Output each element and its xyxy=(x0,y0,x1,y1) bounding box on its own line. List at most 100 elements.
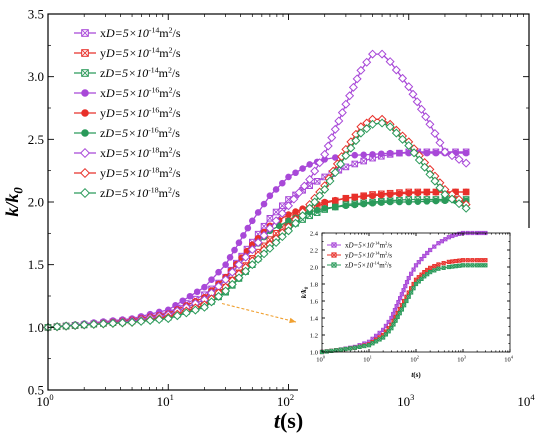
data-point-cross xyxy=(391,312,396,316)
x-tick-label: 101 xyxy=(157,392,174,409)
inset-chart: 100 101 102 103 104 1.0 1.2 1.4 1.6 1.8 2.0 2.2 2.4 t… xyxy=(300,230,514,379)
data-point-cross xyxy=(331,242,337,248)
data-point xyxy=(235,239,243,247)
inset-y-tick-label: 1.6 xyxy=(310,298,319,305)
data-point xyxy=(428,270,433,275)
data-point-cross xyxy=(272,208,280,216)
inset-y-tick-label: 2.4 xyxy=(310,230,319,237)
data-point-cross xyxy=(360,157,367,165)
data-point xyxy=(405,189,413,197)
data-point xyxy=(385,57,395,67)
data-point xyxy=(430,176,440,186)
data-point xyxy=(227,279,237,289)
data-point xyxy=(331,203,339,211)
data-point-cross xyxy=(446,235,451,240)
data-point xyxy=(401,288,406,293)
data-point xyxy=(377,49,387,59)
legend: xD=5×10-14m2/s yD=5×10-14m2/s zD=5×10-14m2… xyxy=(74,25,181,200)
data-point xyxy=(440,147,450,157)
data-point xyxy=(277,232,287,242)
data-point xyxy=(81,109,89,117)
data-point xyxy=(416,260,421,265)
data-point xyxy=(193,288,201,296)
data-point xyxy=(460,258,466,263)
data-point-cross xyxy=(351,160,358,168)
data-point xyxy=(163,314,173,324)
data-point xyxy=(405,198,413,206)
data-point xyxy=(299,165,306,172)
data-point xyxy=(362,343,367,349)
data-point-cross xyxy=(475,263,480,268)
inset-x-tick-label: 103 xyxy=(457,355,466,364)
data-point xyxy=(450,259,455,264)
inset-y-tick-label: 1.4 xyxy=(310,315,319,322)
data-point xyxy=(447,151,457,161)
data-point xyxy=(441,261,446,266)
y-tick-label: 0.5 xyxy=(28,383,44,398)
data-point xyxy=(461,158,471,168)
data-point xyxy=(315,191,325,201)
inset-series xyxy=(319,263,488,355)
data-point xyxy=(391,128,401,138)
data-point xyxy=(409,290,414,295)
data-point-cross xyxy=(411,267,416,272)
y-tick-label: 1.5 xyxy=(28,257,44,272)
data-point xyxy=(330,168,340,178)
data-point xyxy=(399,307,404,312)
data-point xyxy=(331,262,337,268)
data-point xyxy=(240,232,247,239)
data-point xyxy=(450,264,455,269)
data-point-cross xyxy=(394,304,399,309)
inset-y-tick-label: 2.0 xyxy=(310,264,318,271)
inset-y-tick-label: 2.2 xyxy=(310,247,318,254)
y-tick-label: 2.0 xyxy=(28,195,44,210)
data-point-cross xyxy=(279,223,286,231)
data-point xyxy=(395,314,400,320)
data-point xyxy=(368,119,378,129)
data-point-cross xyxy=(406,294,411,299)
data-point-cross xyxy=(377,337,382,342)
y-axis-label: k/k0 xyxy=(2,187,26,217)
data-point xyxy=(226,254,234,261)
data-point xyxy=(199,302,209,312)
data-point-cross xyxy=(465,258,470,263)
callout-arrow xyxy=(221,302,297,324)
data-point xyxy=(443,237,448,242)
data-point-cross xyxy=(324,349,329,354)
data-point xyxy=(360,200,367,208)
data-point xyxy=(362,124,372,134)
data-point-cross xyxy=(470,258,475,263)
data-point xyxy=(145,315,155,325)
legend-label: yD=5×10-18m2/s xyxy=(100,165,181,180)
data-point xyxy=(403,284,408,289)
data-point-cross xyxy=(457,258,462,263)
data-point xyxy=(292,169,299,177)
data-point xyxy=(377,118,387,128)
data-point xyxy=(423,149,431,157)
data-point xyxy=(399,292,404,297)
data-point-cross xyxy=(393,318,398,323)
data-point xyxy=(432,149,440,157)
data-point-cross xyxy=(81,29,89,37)
inset-x-tick-label: 100 xyxy=(316,355,325,364)
data-point xyxy=(435,183,445,193)
data-point xyxy=(336,159,346,169)
data-point xyxy=(259,230,269,240)
data-point xyxy=(391,322,396,327)
data-point xyxy=(285,211,292,218)
inset-legend-label: zD=5×10-14m2/s xyxy=(345,261,392,270)
data-point xyxy=(247,260,257,270)
data-point xyxy=(81,69,89,77)
data-point xyxy=(362,57,372,67)
data-point xyxy=(327,133,337,143)
data-point-cross xyxy=(453,264,458,269)
data-point xyxy=(454,199,464,209)
data-point xyxy=(190,305,200,315)
data-point-cross xyxy=(483,258,488,263)
data-point xyxy=(428,265,433,270)
data-point xyxy=(272,186,280,193)
inset-y-tick-label: 1.2 xyxy=(310,332,318,339)
data-point xyxy=(292,208,299,215)
data-point xyxy=(214,291,224,301)
data-point-cross xyxy=(406,276,411,280)
